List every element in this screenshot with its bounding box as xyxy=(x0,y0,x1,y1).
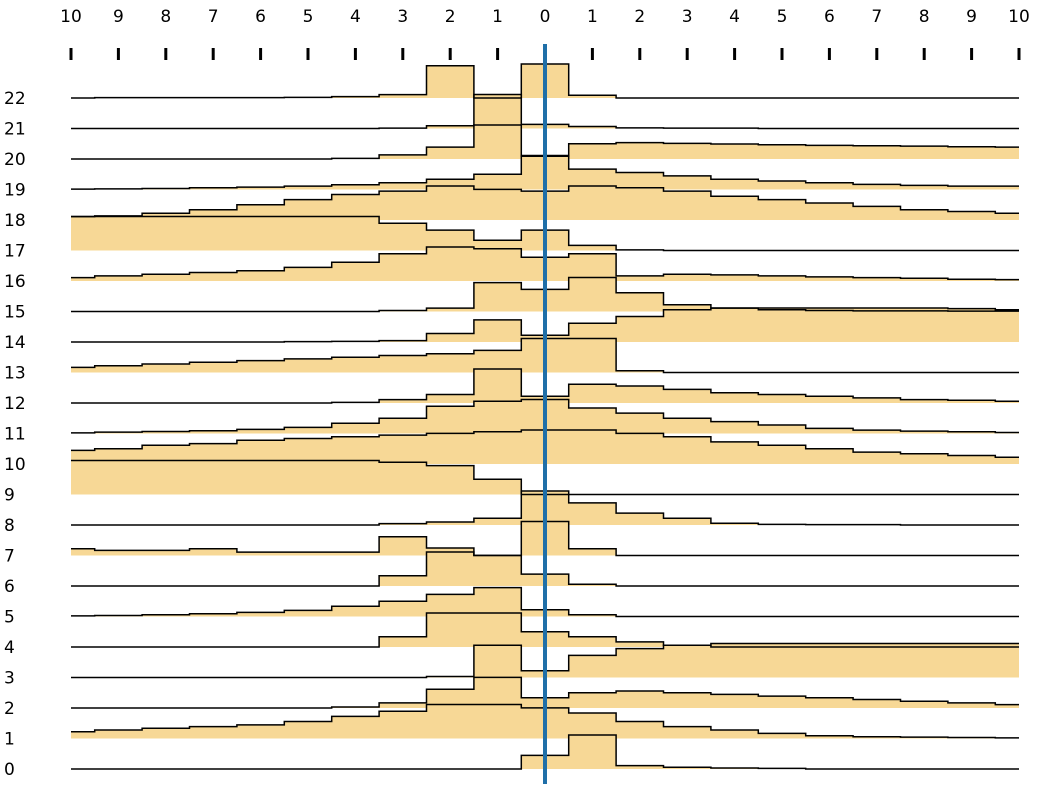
x-tick-label: 4 xyxy=(729,7,740,27)
row-label: 13 xyxy=(4,364,26,384)
series-line xyxy=(71,642,1019,679)
x-tick-label: 8 xyxy=(160,7,171,27)
x-tick-label: 7 xyxy=(871,7,882,27)
x-axis: 10 9 8 7 6 5 4 3 2 1 0 1 2 3 4 5 6 7 8 9 10 xyxy=(60,7,1030,60)
row-label: 1 xyxy=(4,730,15,750)
series-line xyxy=(71,703,1019,739)
series-line xyxy=(71,612,1019,648)
series-area xyxy=(71,677,1019,708)
x-tick-label: 8 xyxy=(919,7,930,27)
row-label: 9 xyxy=(4,486,15,506)
row-label: 19 xyxy=(4,181,26,201)
series-line xyxy=(71,676,1019,709)
x-tick-label: 4 xyxy=(350,7,361,27)
x-tick-label: 9 xyxy=(966,7,977,27)
row-label: 12 xyxy=(4,394,26,414)
row-label: 17 xyxy=(4,242,26,262)
x-tick-label: 1 xyxy=(587,7,598,27)
series-line xyxy=(71,551,1019,587)
row-label: 2 xyxy=(4,699,15,719)
x-tick-label: 10 xyxy=(60,7,82,27)
row-label: 20 xyxy=(4,150,26,170)
x-tick-label: 3 xyxy=(397,7,408,27)
series-line xyxy=(71,124,1019,160)
x-tick-label: 5 xyxy=(777,7,788,27)
row-label: 15 xyxy=(4,303,26,323)
series-line xyxy=(71,368,1019,404)
row-label: 0 xyxy=(4,760,15,780)
series-line xyxy=(71,459,1019,496)
row-label: 4 xyxy=(4,638,15,658)
series-area xyxy=(71,643,1019,678)
x-tick-label: 9 xyxy=(113,7,124,27)
x-tick-label: 2 xyxy=(634,7,645,27)
row-label: 22 xyxy=(4,89,26,109)
row-label: 14 xyxy=(4,333,26,353)
row-label: 11 xyxy=(4,425,26,445)
series-line xyxy=(71,215,1019,252)
row-label: 3 xyxy=(4,669,15,689)
row-label: 16 xyxy=(4,272,26,292)
x-tick-label: 7 xyxy=(208,7,219,27)
series-line xyxy=(71,337,1019,374)
series-line xyxy=(71,586,1019,618)
row-label: 6 xyxy=(4,577,15,597)
series-line xyxy=(71,490,1019,526)
series-area xyxy=(71,125,1019,159)
row-label: 7 xyxy=(4,547,15,567)
x-tick-label: 6 xyxy=(824,7,835,27)
x-tick-label: 2 xyxy=(445,7,456,27)
row-label: 10 xyxy=(4,455,26,475)
series-area xyxy=(71,460,1019,495)
x-tick-label: 10 xyxy=(1008,7,1030,27)
row-label: 18 xyxy=(4,211,26,231)
x-tick-label: 5 xyxy=(303,7,314,27)
series-line xyxy=(71,154,1019,190)
series-line xyxy=(71,734,1019,770)
series-area xyxy=(71,308,1019,342)
x-tick-label: 3 xyxy=(682,7,693,27)
row-label: 5 xyxy=(4,608,15,628)
series-line xyxy=(71,429,1019,458)
x-tick-label: 0 xyxy=(540,7,551,27)
x-tick-label: 1 xyxy=(492,7,503,27)
row-label: 21 xyxy=(4,120,26,140)
x-tick-label: 6 xyxy=(255,7,266,27)
series-line xyxy=(71,276,1019,313)
row-label: 8 xyxy=(4,516,15,536)
